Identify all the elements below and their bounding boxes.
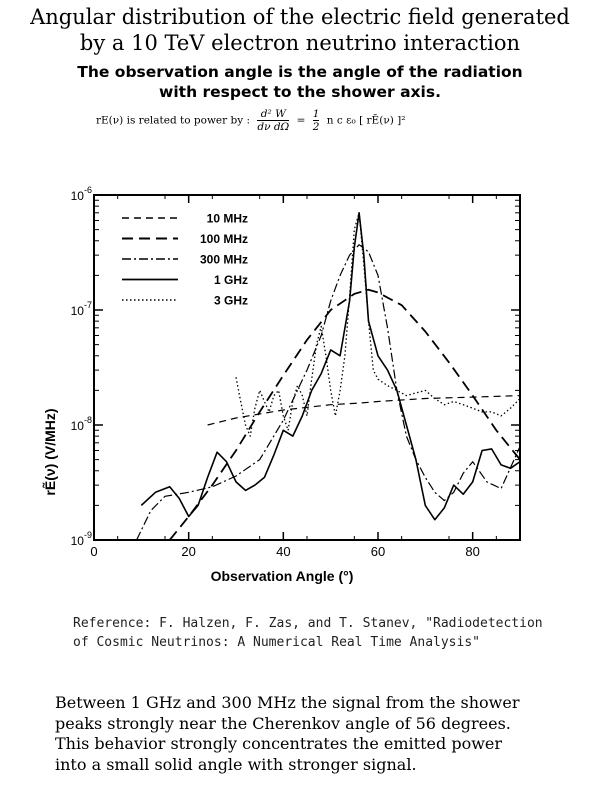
subtitle-line-2: with respect to the shower axis. — [159, 83, 441, 101]
power-formula: rE(ν) is related to power by : d² W dν d… — [96, 108, 405, 133]
formula-derivative: d² W dν dΩ — [257, 108, 290, 133]
x-tick-label: 20 — [181, 544, 195, 559]
y-tick-label: 10-9 — [71, 530, 92, 548]
title-line-2: by a 10 TeV electron neutrino interactio… — [79, 31, 521, 55]
legend-label: 10 MHz — [207, 212, 248, 226]
y-tick-label: 10-8 — [71, 415, 92, 433]
legend-label: 3 GHz — [214, 294, 248, 308]
formula-numerator: d² W — [257, 108, 290, 121]
formula-rhs: n c ε₀ [ rĒ(ν) ]² — [326, 114, 406, 127]
formula-half-denominator: 2 — [312, 121, 320, 133]
summary-line-4: into a small solid angle with stronger s… — [55, 754, 417, 774]
legend: 10 MHz 100 MHz 300 MHz 1 GHz 3 GHz — [122, 212, 248, 308]
series-line-300-mhz — [136, 244, 520, 540]
formula-half: 1 2 — [312, 108, 320, 133]
legend-label: 1 GHz — [214, 273, 248, 287]
formula-denominator: dν dΩ — [257, 121, 290, 133]
x-tick-label: 40 — [276, 544, 290, 559]
angular-distribution-chart: 10 MHz 100 MHz 300 MHz 1 GHz 3 GHz 0 20 40 60 80… — [41, 185, 521, 584]
legend-label: 100 MHz — [200, 232, 248, 246]
reference-line-2: of Cosmic Neutrinos: A Numerical Real Ti… — [73, 635, 480, 650]
figure-title: Angular distribution of the electric fie… — [0, 4, 600, 56]
figure-subtitle: The observation angle is the angle of th… — [0, 62, 600, 102]
x-tick-label: 0 — [90, 544, 97, 559]
formula-half-numerator: 1 — [312, 108, 320, 121]
formula-equals: = — [296, 114, 306, 127]
summary-line-2: peaks strongly near the Cherenkov angle … — [55, 713, 511, 733]
title-line-1: Angular distribution of the electric fie… — [30, 5, 570, 29]
reference-line-1: Reference: F. Halzen, F. Zas, and T. Sta… — [73, 616, 543, 631]
series-line-100-mhz — [169, 288, 520, 540]
summary-line-3: This behavior strongly concentrates the … — [55, 734, 503, 753]
series-layer — [136, 211, 520, 540]
formula-lead: rE(ν) is related to power by : — [96, 114, 251, 127]
x-axis-label: Observation Angle (°) — [211, 568, 354, 584]
subtitle-line-1: The observation angle is the angle of th… — [77, 63, 523, 81]
reference-note: Reference: F. Halzen, F. Zas, and T. Sta… — [73, 614, 543, 652]
x-tick-label: 60 — [371, 544, 385, 559]
summary-line-1: Between 1 GHz and 300 MHz the signal fro… — [55, 693, 520, 712]
y-tick-label: 10-6 — [71, 185, 92, 203]
y-tick-label: 10-7 — [71, 300, 92, 318]
series-line-3-ghz — [235, 212, 520, 437]
x-tick-label: 80 — [465, 544, 479, 559]
series-line-1-ghz — [140, 211, 520, 521]
legend-label: 300 MHz — [200, 253, 248, 267]
summary-text: Between 1 GHz and 300 MHz the signal fro… — [55, 693, 585, 775]
axis-ticks: 0 20 40 60 80 10-9 10-8 10-7 10-6 — [71, 185, 520, 559]
y-axis-label: rẼ(ν) (V/MHz) — [41, 408, 58, 495]
